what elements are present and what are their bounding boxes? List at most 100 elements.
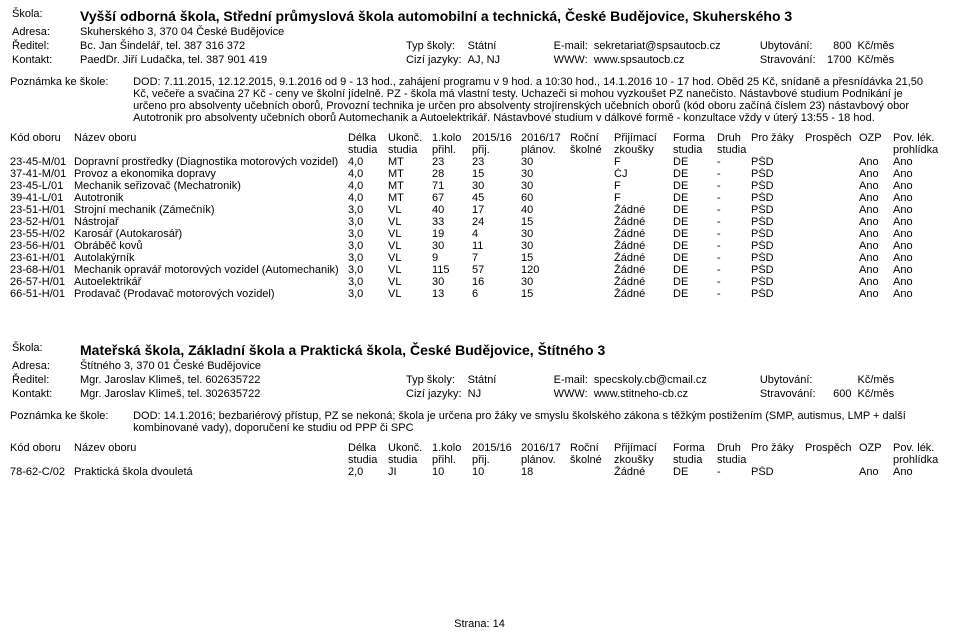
cell-ozp: Ano (859, 288, 893, 300)
table-row: 23-45-L/01Mechanik seřizovač (Mechatroni… (10, 180, 945, 192)
cell-pz: PŠD (751, 466, 805, 478)
h-fob: studia (673, 454, 717, 466)
cell-pl: 18 (521, 466, 570, 478)
cell-lek: Ano (893, 216, 945, 228)
cell-fo: DE (673, 156, 717, 168)
cell-naz: Mechanik seřizovač (Mechatronik) (74, 180, 348, 192)
cell-k1: 71 (432, 180, 472, 192)
cell-fo: DE (673, 264, 717, 276)
h-pz: Pro žáky (751, 442, 805, 454)
h-del2: studia (348, 144, 388, 156)
cell-dr: - (717, 288, 751, 300)
table-row: 23-61-H/01Autolakýrník3,0VL9715ŽádnéDE-P… (10, 252, 945, 264)
cell-pz: PŠD (751, 204, 805, 216)
cell-zk: F (614, 180, 673, 192)
cell-del: 3,0 (348, 204, 388, 216)
cell-pl: 30 (521, 168, 570, 180)
table-row: 23-55-H/02Karosář (Autokarosář)3,0VL1943… (10, 228, 945, 240)
cell-uk: MT (388, 192, 432, 204)
h-pla: 2016/17 (521, 442, 570, 454)
h-k1b: přihl. (432, 454, 472, 466)
table-row: 39-41-L/01Autotronik4,0MT674560FDE-PŠDAn… (10, 192, 945, 204)
cell-naz: Mechanik opravář motorových vozidel (Aut… (74, 264, 348, 276)
cell-kod: 23-55-H/02 (10, 228, 74, 240)
cell-sk (570, 180, 614, 192)
cell-k1: 28 (432, 168, 472, 180)
cell-naz: Praktická škola dvouletá (74, 466, 348, 478)
cell-k2: 17 (472, 204, 521, 216)
cell-sk (570, 168, 614, 180)
h-k1a: 1.kolo (432, 132, 472, 144)
lbl-note: Poznámka ke škole: (10, 76, 130, 88)
cell-pl: 60 (521, 192, 570, 204)
lbl-kontakt: Kontakt: (12, 54, 78, 66)
cell-lek: Ano (893, 156, 945, 168)
school1-adresa: Skuherského 3, 370 04 České Budějovice (80, 26, 856, 38)
cell-del: 4,0 (348, 168, 388, 180)
cell-k2: 4 (472, 228, 521, 240)
cell-zk: Žádné (614, 240, 673, 252)
cell-pl: 30 (521, 180, 570, 192)
cell-uk: VL (388, 228, 432, 240)
cell-k2: 6 (472, 288, 521, 300)
lbl-strav: Stravování: (760, 54, 820, 66)
lbl-typ2: Typ školy: (406, 374, 466, 386)
cell-fo: DE (673, 192, 717, 204)
cell-del: 4,0 (348, 192, 388, 204)
cell-pl: 120 (521, 264, 570, 276)
cell-pz: PŠD (751, 240, 805, 252)
cell-pz: PŠD (751, 216, 805, 228)
lbl-www2: WWW: (554, 388, 592, 400)
cell-fo: DE (673, 204, 717, 216)
table-header-2: Kód oboru Název oboru Délka Ukonč. 1.kol… (10, 442, 945, 466)
cell-pz: PŠD (751, 192, 805, 204)
table-row: 23-68-H/01Mechanik opravář motorových vo… (10, 264, 945, 276)
cell-sk (570, 264, 614, 276)
cell-ozp: Ano (859, 252, 893, 264)
cell-del: 3,0 (348, 216, 388, 228)
cell-lek: Ano (893, 466, 945, 478)
cell-k1: 13 (432, 288, 472, 300)
h-leka: Pov. lék. (893, 132, 945, 144)
h-k1b: přihl. (432, 144, 472, 156)
cell-pr (805, 228, 859, 240)
cell-k2: 30 (472, 180, 521, 192)
cell-k2: 7 (472, 252, 521, 264)
cell-k2: 45 (472, 192, 521, 204)
cell-pl: 40 (521, 204, 570, 216)
h-zka: Přijímací (614, 442, 673, 454)
h-zka: Přijímací (614, 132, 673, 144)
cell-fo: DE (673, 168, 717, 180)
cell-ozp: Ano (859, 192, 893, 204)
cell-lek: Ano (893, 276, 945, 288)
table-row: 23-52-H/01Nástrojař3,0VL332415ŽádnéDE-PŠ… (10, 216, 945, 228)
h-zkb: zkoušky (614, 454, 673, 466)
cell-k2: 15 (472, 168, 521, 180)
h-k2a: 2015/16 (472, 442, 521, 454)
lbl-email2: E-mail: (554, 374, 592, 386)
cell-zk: Žádné (614, 288, 673, 300)
cell-naz: Strojní mechanik (Zámečník) (74, 204, 348, 216)
cell-pz: PŠD (751, 288, 805, 300)
page-footer: Strana: 14 (0, 618, 959, 630)
cell-zk: ČJ (614, 168, 673, 180)
school1-reditel: Bc. Jan Šindelář, tel. 387 316 372 (80, 40, 404, 52)
cell-ozp: Ano (859, 466, 893, 478)
cell-dr: - (717, 156, 751, 168)
lbl-reditel2: Ředitel: (12, 374, 78, 386)
school1-strav: 1700 (822, 54, 856, 66)
cell-kod: 23-45-M/01 (10, 156, 74, 168)
cell-kod: 78-62-C/02 (10, 466, 74, 478)
h-pr: Prospěch (805, 442, 859, 454)
school1-kontakt: PaedDr. Jiří Ludačka, tel. 387 901 419 (80, 54, 404, 66)
cell-uk: VL (388, 240, 432, 252)
cell-kod: 23-56-H/01 (10, 240, 74, 252)
cell-zk: F (614, 192, 673, 204)
h-skb: školné (570, 144, 614, 156)
cell-kod: 23-45-L/01 (10, 180, 74, 192)
h-lekb: prohlídka (893, 144, 945, 156)
lbl-jazyky2: Cizí jazyky: (406, 388, 466, 400)
cell-ozp: Ano (859, 228, 893, 240)
table-row: 23-51-H/01Strojní mechanik (Zámečník)3,0… (10, 204, 945, 216)
table-row: 23-45-M/01Dopravní prostředky (Diagnosti… (10, 156, 945, 168)
